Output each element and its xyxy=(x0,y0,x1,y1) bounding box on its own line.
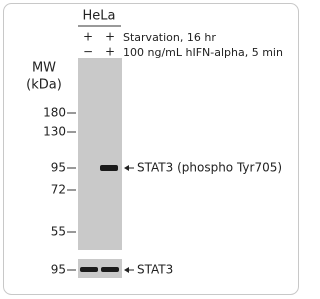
mw-marker-label: 130 xyxy=(43,125,66,139)
mw-marker-label: 180 xyxy=(43,106,66,120)
band xyxy=(100,165,118,171)
lane-sign: + xyxy=(105,45,115,59)
condition-label: 100 ng/mL hIFN-alpha, 5 min xyxy=(123,46,283,59)
mw-marker-label: 72 xyxy=(51,183,66,197)
band xyxy=(80,267,98,272)
band xyxy=(101,267,119,272)
blot-label: STAT3 (phospho Tyr705) xyxy=(137,161,282,175)
mw-marker-label: 55 xyxy=(51,225,66,239)
mw-marker-label: 95 xyxy=(51,161,66,175)
blot-label: STAT3 xyxy=(137,263,173,277)
lane-sign: − xyxy=(83,45,93,59)
blot-membrane xyxy=(78,58,122,250)
condition-label: Starvation, 16 hr xyxy=(123,31,216,44)
cell-line: HeLa xyxy=(83,9,116,24)
western-blot-figure: HeLa + + Starvation, 16 hr − + 100 ng/mL… xyxy=(0,0,303,299)
mw-title: MW xyxy=(32,61,56,76)
mw-marker-label: 95 xyxy=(51,263,66,277)
mw-unit: (kDa) xyxy=(26,78,62,93)
lane-sign: + xyxy=(105,30,115,44)
lane-sign: + xyxy=(83,30,93,44)
